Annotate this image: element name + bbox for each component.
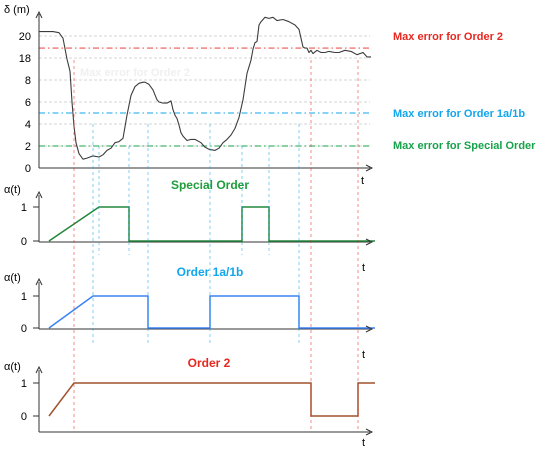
y-tick-label: 1 [21,378,27,390]
x-axis-arrow [365,325,374,333]
y-axis-label: α(t) [4,361,21,373]
y-tick-label: 18 [19,53,31,65]
threshold-label: Max error for Special Order [393,140,536,152]
y-axis-label: δ (m) [4,4,30,16]
y-tick-label: 1 [21,202,27,214]
y-tick-label: 0 [21,411,27,423]
step-panel: α(t) t Order 2 0 1 [4,356,375,449]
step-panel: α(t) t Order 1a/1b 0 1 [4,265,375,361]
x-axis-arrow [365,428,374,436]
x-axis-arrow [365,164,374,172]
y-axis-label: α(t) [4,272,21,284]
y-axis-arrow [35,190,43,199]
step-series-line [48,382,375,417]
y-axis-arrow [35,277,43,286]
y-axis-label: α(t) [4,184,21,196]
y-tick-label: 0 [21,236,27,248]
y-tick-label: 4 [25,119,31,131]
y-tick-label: 0 [21,323,27,335]
panel-title: Order 1a/1b [177,265,244,279]
x-axis-label: t [361,175,364,187]
y-axis-arrow [35,365,43,374]
y-tick-label: 6 [25,97,31,109]
y-tick-label: 20 [19,31,31,43]
y-tick-label: 0 [25,163,31,175]
threshold-label: Max error for Order 1a/1b [393,108,525,120]
step-series-line [48,206,375,242]
panel-title: Order 2 [188,356,231,370]
faint-label: Max error for Order 2 [80,67,190,79]
x-axis-arrow [365,238,374,246]
threshold-label: Max error for Order 2 [393,31,503,43]
y-tick-label: 2 [25,141,31,153]
y-tick-label: 1 [21,291,27,303]
deviation-panel: 0 2 4 6 8 18 20 Max error for Order 2 Max error … [4,4,536,187]
x-axis-label: t [362,437,365,449]
y-tick-label: 8 [25,75,31,87]
step-series-line [48,295,375,329]
x-axis-label: t [362,349,365,361]
y-axis-arrow [35,10,43,19]
deviation-series-line [39,16,371,160]
x-axis-label: t [362,262,365,274]
